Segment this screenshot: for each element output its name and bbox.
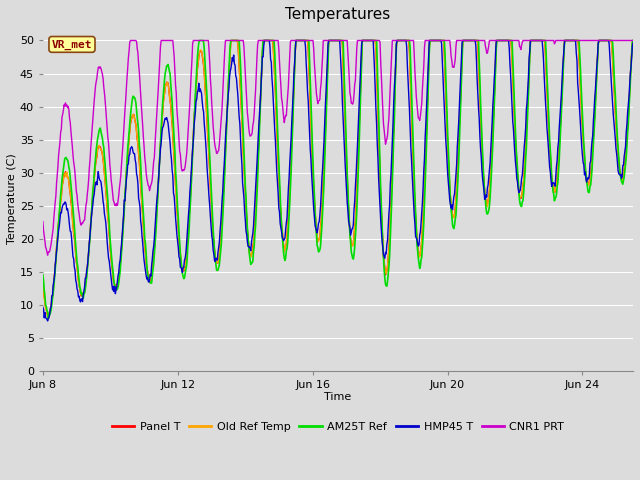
Y-axis label: Temperature (C): Temperature (C) — [7, 154, 17, 244]
AM25T Ref — [255, 142, 263, 148]
Panel T — [517, 195, 525, 201]
AM25T Ref — [196, 37, 204, 43]
Old Ref Temp — [39, 278, 47, 284]
Line: Old Ref Temp: Old Ref Temp — [43, 40, 633, 317]
HMP45 T — [255, 134, 262, 140]
AM25T Ref — [179, 270, 186, 276]
HMP45 T — [260, 37, 268, 43]
Legend: Panel T, Old Ref Temp, AM25T Ref, HMP45 T, CNR1 PRT: Panel T, Old Ref Temp, AM25T Ref, HMP45 … — [108, 418, 568, 436]
Line: Panel T: Panel T — [43, 40, 633, 316]
HMP45 T — [375, 177, 383, 182]
Panel T — [179, 267, 186, 273]
X-axis label: Time: Time — [324, 393, 351, 402]
Panel T — [287, 171, 294, 177]
Text: VR_met: VR_met — [52, 39, 92, 49]
Old Ref Temp — [375, 131, 383, 136]
CNR1 PRT — [255, 37, 263, 43]
Line: AM25T Ref: AM25T Ref — [43, 40, 633, 319]
AM25T Ref — [629, 37, 637, 43]
Title: Temperatures: Temperatures — [285, 7, 390, 22]
Old Ref Temp — [629, 37, 637, 43]
AM25T Ref — [517, 203, 525, 209]
Old Ref Temp — [287, 171, 294, 177]
CNR1 PRT — [179, 167, 187, 173]
CNR1 PRT — [127, 37, 134, 43]
HMP45 T — [39, 304, 47, 310]
CNR1 PRT — [44, 252, 51, 258]
Panel T — [255, 128, 263, 134]
Panel T — [629, 37, 637, 43]
AM25T Ref — [45, 316, 52, 322]
Panel T — [61, 173, 68, 179]
Old Ref Temp — [228, 37, 236, 43]
CNR1 PRT — [39, 219, 47, 225]
Old Ref Temp — [255, 128, 263, 134]
HMP45 T — [179, 270, 186, 276]
HMP45 T — [517, 183, 525, 189]
HMP45 T — [61, 199, 68, 205]
CNR1 PRT — [375, 37, 383, 43]
HMP45 T — [629, 40, 637, 46]
CNR1 PRT — [629, 37, 637, 43]
Old Ref Temp — [44, 314, 51, 320]
AM25T Ref — [375, 112, 383, 118]
CNR1 PRT — [287, 38, 294, 44]
AM25T Ref — [287, 185, 294, 191]
Old Ref Temp — [61, 171, 68, 177]
Line: HMP45 T: HMP45 T — [43, 40, 633, 321]
Panel T — [375, 132, 383, 137]
HMP45 T — [287, 149, 294, 155]
CNR1 PRT — [61, 104, 68, 109]
CNR1 PRT — [517, 47, 525, 52]
Panel T — [44, 313, 51, 319]
Line: CNR1 PRT: CNR1 PRT — [43, 40, 633, 255]
HMP45 T — [44, 318, 51, 324]
Old Ref Temp — [179, 266, 186, 272]
Old Ref Temp — [517, 193, 525, 199]
AM25T Ref — [61, 156, 68, 161]
AM25T Ref — [39, 272, 47, 277]
Panel T — [228, 37, 236, 43]
Panel T — [39, 278, 47, 284]
